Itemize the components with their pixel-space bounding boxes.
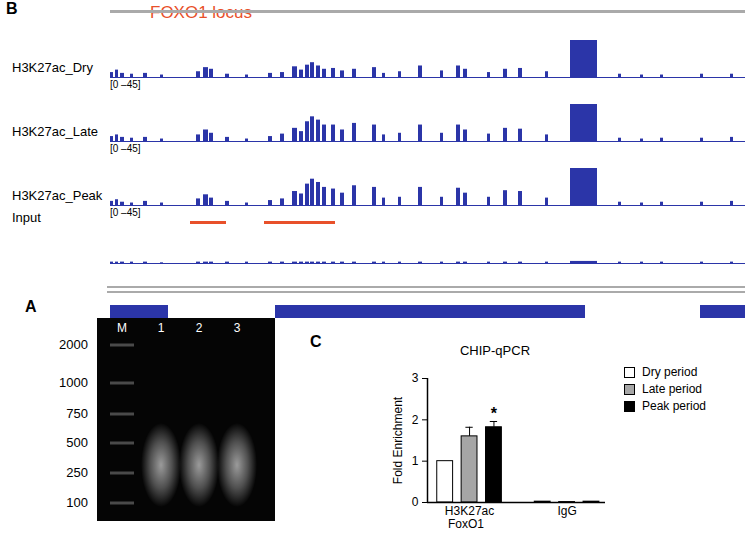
html-text:2000: 2000: [59, 337, 88, 352]
html-text:H3K27ac_Late: H3K27ac_Late: [12, 124, 98, 139]
svg-text:IgG: IgG: [557, 504, 576, 518]
html-text:250: 250: [66, 465, 88, 480]
html-text:3: 3: [233, 321, 241, 335]
html-text:[0 –45]: [0 –45]: [110, 79, 141, 90]
html-text:500: 500: [66, 435, 88, 450]
html-text:Late period: Late period: [642, 382, 702, 396]
svg-text:3: 3: [412, 371, 419, 385]
html-text:750: 750: [66, 406, 88, 421]
svg-text:H3K27ac: H3K27ac: [445, 504, 494, 518]
html-text:CHIP-qPCR: CHIP-qPCR: [460, 343, 530, 358]
html-text:[0 –45]: [0 –45]: [110, 143, 141, 154]
svg-text:2: 2: [412, 413, 419, 427]
html-text:1: 1: [157, 321, 165, 335]
html-text:M: M: [117, 321, 127, 335]
svg-text:1: 1: [412, 454, 419, 468]
html-text:C: C: [310, 333, 322, 350]
html-text:Dry period: Dry period: [642, 365, 698, 379]
html-text:FoxO1: FoxO1: [448, 517, 484, 531]
html-text:H3K27ac_Dry: H3K27ac_Dry: [12, 60, 93, 75]
html-text:Input: Input: [12, 210, 41, 225]
html-text:FOXO1 locus: FOXO1 locus: [150, 3, 252, 22]
html-text:A: A: [25, 298, 37, 315]
html-text:H3K27ac_Peak: H3K27ac_Peak: [12, 188, 103, 203]
html-text:2: 2: [195, 321, 203, 335]
svg-text:Fold Enrichment: Fold Enrichment: [391, 396, 405, 484]
html-text:[0 –45]: [0 –45]: [110, 207, 141, 218]
svg-text:0: 0: [412, 495, 419, 509]
html-text:Peak period: Peak period: [642, 399, 706, 413]
html-text:1000: 1000: [59, 375, 88, 390]
html-text:B: B: [6, 0, 18, 17]
html-text:100: 100: [66, 495, 88, 510]
svg-text:*: *: [491, 405, 498, 422]
